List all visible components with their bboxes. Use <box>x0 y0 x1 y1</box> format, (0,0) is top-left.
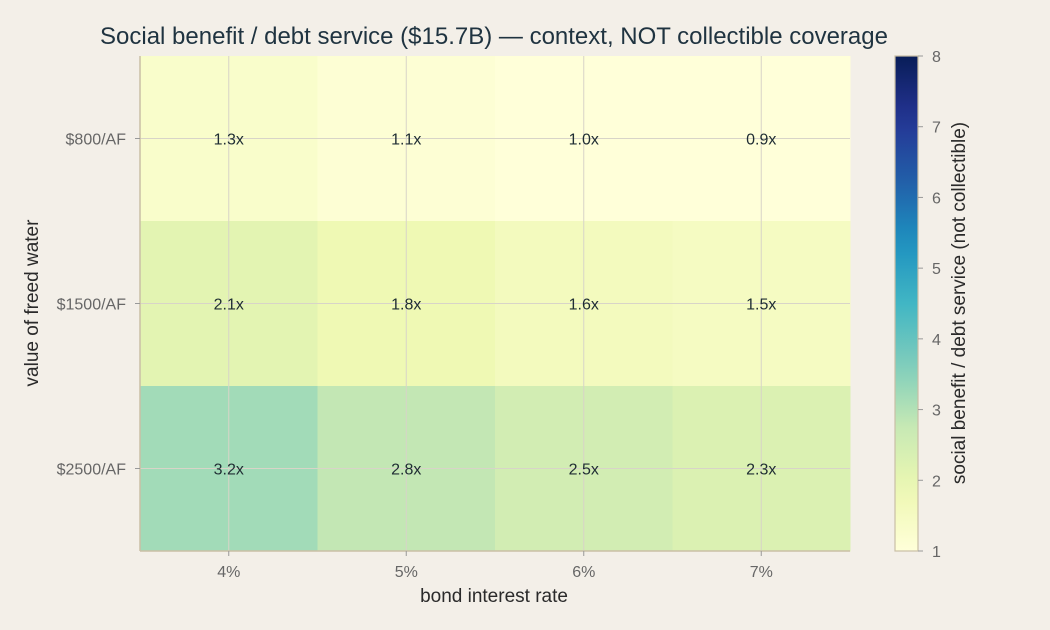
cell-value-label: 1.1x <box>391 132 421 149</box>
grid-lines <box>140 56 850 551</box>
colorbar-tick-label: 6 <box>932 190 941 207</box>
y-tick-labels: $800/AF $1500/AF $2500/AF <box>57 132 140 479</box>
colorbar-tick-label: 2 <box>932 473 941 490</box>
y-tick-label: $2500/AF <box>57 462 127 479</box>
x-tick-label: 4% <box>217 564 240 581</box>
cell-value-label: 2.8x <box>391 462 421 479</box>
colorbar-tick-label: 5 <box>932 261 941 278</box>
colorbar-label: social benefit / debt service (not colle… <box>949 122 970 484</box>
x-tick-label: 6% <box>572 564 595 581</box>
colorbar-tick-label: 7 <box>932 120 941 137</box>
x-tick-label: 7% <box>750 564 773 581</box>
cell-value-label: 1.5x <box>746 297 776 314</box>
cell-value-label: 0.9x <box>746 132 776 149</box>
y-tick-label: $800/AF <box>66 132 127 149</box>
x-axis-label: bond interest rate <box>420 586 568 607</box>
cell-labels: 1.3x 1.1x 1.0x 0.9x 2.1x 1.8x 1.6x 1.5x 3.2x 2.8x… <box>214 132 777 479</box>
cell-value-label: 1.6x <box>569 297 599 314</box>
colorbar-gradient <box>894 55 919 552</box>
y-axis-label: value of freed water <box>22 219 43 387</box>
colorbar-tick-label: 1 <box>932 544 941 561</box>
x-tick-labels: 4% 5% 6% 7% <box>217 551 773 581</box>
x-tick-label: 5% <box>395 564 418 581</box>
cell-value-label: 1.0x <box>569 132 599 149</box>
cell-value-label: 2.5x <box>569 462 599 479</box>
colorbar-tick-label: 8 <box>932 49 941 66</box>
cell-value-label: 1.8x <box>391 297 421 314</box>
colorbar-tick-label: 4 <box>932 332 941 349</box>
cell-value-label: 1.3x <box>214 132 244 149</box>
cell-value-label: 2.3x <box>746 462 776 479</box>
chart-title: Social benefit / debt service ($15.7B) —… <box>100 23 888 50</box>
colorbar: 1 2 3 4 5 6 7 8 <box>894 49 941 561</box>
y-tick-label: $1500/AF <box>57 297 127 314</box>
cell-value-label: 3.2x <box>214 462 244 479</box>
cell-value-label: 2.1x <box>214 297 244 314</box>
colorbar-tick-label: 3 <box>932 403 941 420</box>
